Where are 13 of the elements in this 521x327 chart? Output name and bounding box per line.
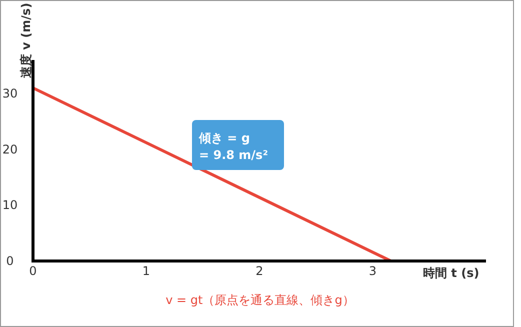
y-axis-title: 速度 v (m/s) (19, 2, 33, 79)
y-tick-label: 20 (2, 142, 18, 156)
x-tick-label: 1 (142, 264, 150, 278)
text: v = gt（原点を通る直線、傾きg） (166, 293, 354, 307)
y-tick-label: 30 (2, 86, 18, 100)
y-tick-label: 0 (6, 254, 14, 268)
x-tick-label: 2 (256, 264, 264, 278)
x-tick-label: 0 (29, 264, 37, 278)
x-tick-label: 3 (368, 264, 377, 278)
x-axis-title: 時間 t (s) (423, 266, 480, 280)
annotation: 傾き = g = 9.8 m/s² (198, 131, 268, 162)
annotation: 傾き = g = 9.8 m/s² (192, 120, 284, 170)
y-tick-label: 10 (2, 198, 18, 212)
